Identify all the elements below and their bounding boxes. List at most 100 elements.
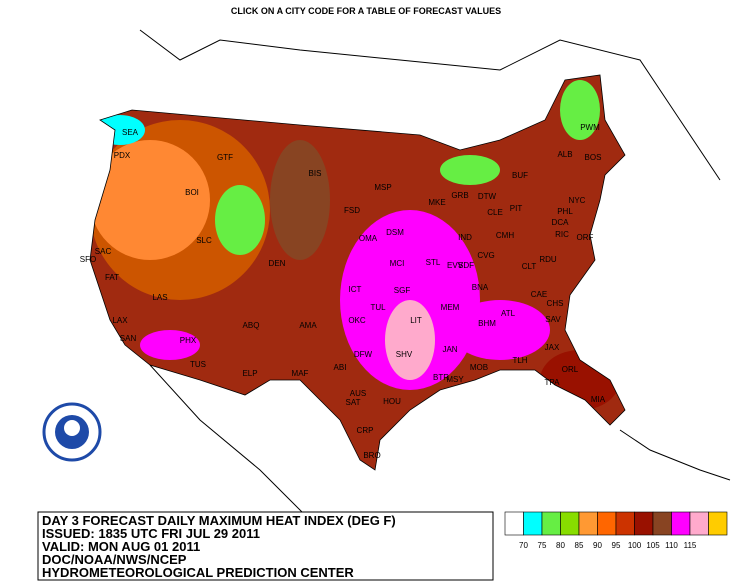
city-code[interactable]: PWM [580,123,600,132]
city-code[interactable]: MOB [470,363,488,372]
city-code[interactable]: BIS [309,169,322,178]
legend-swatch [634,511,654,536]
city-code[interactable]: RDU [539,255,557,264]
city-code[interactable]: SAV [545,315,561,324]
city-code[interactable]: EVV [447,261,464,270]
city-code[interactable]: ABQ [243,321,260,330]
legend-label: 105 [646,541,660,550]
city-code[interactable]: SHV [396,350,413,359]
city-code[interactable]: CLT [522,262,537,271]
city-code[interactable]: SGF [394,286,411,295]
city-code[interactable]: PHX [180,336,197,345]
city-code[interactable]: RIC [555,230,569,239]
city-code[interactable]: STL [426,258,441,267]
city-code[interactable]: OKC [348,316,366,325]
city-code[interactable]: FAT [105,273,119,282]
city-code[interactable]: DFW [354,350,373,359]
city-code[interactable]: DSM [386,228,404,237]
city-code[interactable]: LAS [152,293,167,302]
legend-swatch [578,511,598,536]
city-code[interactable]: OMA [359,234,378,243]
city-code[interactable]: TLH [512,356,527,365]
city-code[interactable]: ABI [334,363,347,372]
city-code[interactable]: MIA [591,395,606,404]
city-code[interactable]: BOS [585,153,602,162]
city-code[interactable]: SFO [80,255,96,264]
city-code[interactable]: SAN [120,334,137,343]
city-code[interactable]: MEM [441,303,460,312]
city-code[interactable]: MSY [446,375,464,384]
city-code[interactable]: PDX [114,151,131,160]
info-line: DAY 3 FORECAST DAILY MAXIMUM HEAT INDEX … [42,513,396,528]
legend-label: 85 [575,541,584,550]
legend-label: 115 [684,541,697,550]
header-title: CLICK ON A CITY CODE FOR A TABLE OF FORE… [231,6,501,16]
city-code[interactable]: DTW [478,192,497,201]
city-code[interactable]: ALB [557,150,572,159]
city-code[interactable]: SDF [458,261,474,270]
city-code[interactable]: NYC [569,196,586,205]
legend-label: 100 [628,541,642,550]
legend-swatch [708,511,728,536]
legend-swatch [597,511,617,536]
city-code[interactable]: BOI [185,188,199,197]
city-code[interactable]: BNA [472,283,489,292]
city-code[interactable]: CRP [357,426,374,435]
city-code[interactable]: BHM [478,319,496,328]
city-code[interactable]: JAX [545,343,560,352]
legend-label: 75 [538,541,547,550]
city-code[interactable]: BTR [433,373,449,382]
city-code[interactable]: LAX [112,316,128,325]
legend-label: 80 [556,541,565,550]
legend-swatch [671,511,691,536]
city-code[interactable]: CMH [496,231,514,240]
city-code[interactable]: TPA [545,378,561,387]
city-code[interactable]: AMA [299,321,317,330]
city-code[interactable]: MSP [374,183,391,192]
city-code[interactable]: BUF [512,171,528,180]
info-line: HYDROMETEOROLOGICAL PREDICTION CENTER [42,565,354,580]
city-code[interactable]: DCA [552,218,570,227]
legend-swatch [652,511,672,536]
city-code[interactable]: MKE [428,198,445,207]
city-code[interactable]: CVG [477,251,494,260]
legend-swatch [689,511,709,536]
city-code[interactable]: HOU [383,397,401,406]
city-code[interactable]: GTF [217,153,233,162]
city-code[interactable]: LIT [410,316,422,325]
city-code[interactable]: IND [458,233,472,242]
heat-map [90,75,625,470]
city-code[interactable]: AUS [350,389,366,398]
city-code[interactable]: ORF [577,233,594,242]
legend-label: 70 [519,541,528,550]
city-code[interactable]: FSD [344,206,360,215]
city-code[interactable]: CHS [547,299,564,308]
city-code[interactable]: CLE [487,208,503,217]
legend-label: 110 [665,541,678,550]
city-code[interactable]: GRB [451,191,468,200]
city-code[interactable]: TUS [190,360,206,369]
city-code[interactable]: CAE [531,290,547,299]
city-code[interactable]: SEA [122,128,139,137]
city-code[interactable]: ORL [562,365,579,374]
noaa-logo [42,402,102,462]
city-code[interactable]: DEN [269,259,286,268]
city-code[interactable]: ELP [242,369,257,378]
city-code[interactable]: BRO [363,451,380,460]
city-code[interactable]: JAN [442,345,457,354]
city-code[interactable]: ATL [501,309,516,318]
city-code[interactable]: MCI [390,259,405,268]
info-line: VALID: MON AUG 01 2011 [42,539,200,554]
city-code[interactable]: SLC [196,236,212,245]
city-code[interactable]: PIT [510,204,523,213]
city-code[interactable]: SAT [346,398,361,407]
city-code[interactable]: TUL [370,303,386,312]
info-box [37,511,494,581]
city-code[interactable]: SAC [95,247,112,256]
info-line: DOC/NOAA/NWS/NCEP [42,552,187,567]
info-line: ISSUED: 1835 UTC FRI JUL 29 2011 [42,526,260,541]
city-code[interactable]: ICT [349,285,362,294]
legend-swatch [560,511,580,536]
city-code[interactable]: PHL [557,207,573,216]
city-code[interactable]: MAF [292,369,309,378]
